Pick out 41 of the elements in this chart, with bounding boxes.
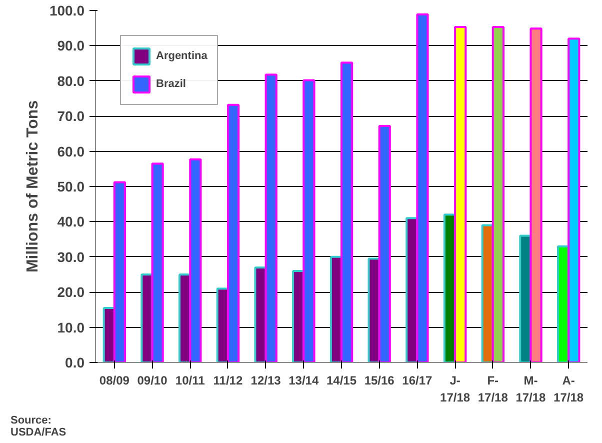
bar bbox=[568, 38, 580, 362]
bar bbox=[302, 79, 316, 362]
y-tick-label: 50.0 bbox=[57, 178, 85, 194]
y-tick-label: 20.0 bbox=[57, 284, 85, 300]
y-tick-label: 90.0 bbox=[57, 38, 85, 54]
y-tick-label: 100.0 bbox=[49, 2, 85, 18]
x-tick-label: 13/14 bbox=[288, 374, 319, 388]
bar bbox=[378, 124, 391, 362]
bar bbox=[226, 104, 240, 362]
bar bbox=[113, 181, 126, 362]
y-tick-label: 80.0 bbox=[57, 72, 85, 89]
bar bbox=[151, 162, 164, 362]
bar bbox=[340, 62, 354, 362]
y-axis-title: Millions of Metric Tons bbox=[24, 100, 42, 273]
x-tick-label: 16/17 bbox=[402, 374, 433, 388]
y-tick-label: 70.0 bbox=[57, 108, 85, 124]
bar bbox=[530, 27, 542, 362]
y-tick-label: 40.0 bbox=[57, 214, 85, 230]
x-tick-label: F- 17/18 bbox=[478, 374, 508, 404]
x-tick-label: 12/13 bbox=[250, 374, 282, 388]
x-tick-label: 08/09 bbox=[99, 374, 130, 388]
legend-label: Brazil bbox=[156, 78, 186, 90]
x-tick-label: J- 17/18 bbox=[440, 374, 470, 404]
bar bbox=[189, 158, 202, 362]
x-tick-label: M- 17/18 bbox=[516, 374, 546, 404]
legend-label: Argentina bbox=[156, 50, 208, 62]
x-tick-label: 11/12 bbox=[213, 374, 243, 388]
bar bbox=[416, 13, 429, 362]
y-tick-label: 10.0 bbox=[57, 319, 85, 336]
source-note: Source: USDA/FAS bbox=[10, 414, 66, 438]
x-tick-label: A- 17/18 bbox=[554, 374, 584, 404]
y-tick-label: 60.0 bbox=[57, 143, 85, 160]
bar bbox=[492, 26, 504, 362]
bar bbox=[454, 26, 467, 362]
x-tick-label: 14/15 bbox=[326, 374, 357, 388]
x-tick-label: 10/11 bbox=[175, 374, 206, 388]
y-tick-label: 30.0 bbox=[57, 248, 85, 265]
x-tick-label: 15/16 bbox=[364, 374, 395, 388]
x-tick-label: 09/10 bbox=[137, 374, 168, 388]
bar bbox=[264, 74, 278, 362]
y-tick-label: 0.0 bbox=[65, 354, 85, 370]
